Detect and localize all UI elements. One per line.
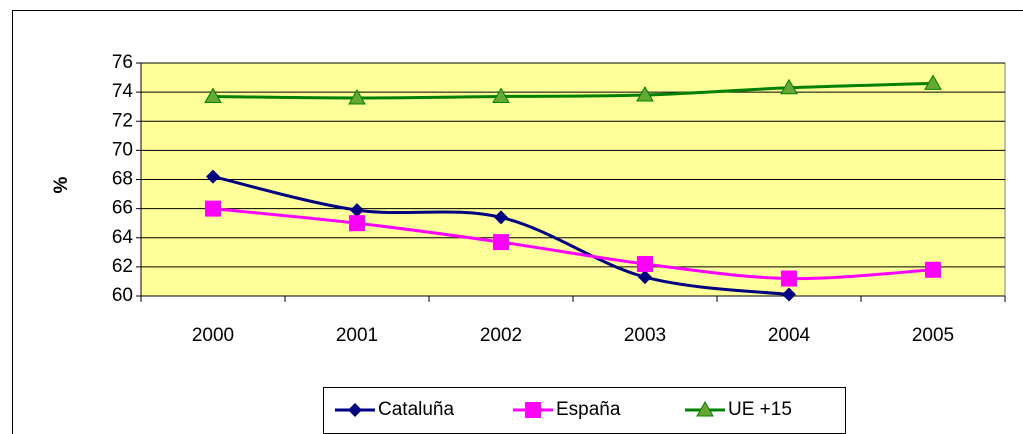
y-tick-label: 68 — [112, 169, 133, 190]
legend-label: España — [556, 399, 621, 420]
legend-label: Cataluña — [378, 399, 454, 420]
y-tick-label: 64 — [112, 227, 134, 248]
x-tick-label: 2001 — [336, 325, 378, 346]
legend-box — [323, 387, 846, 434]
y-axis-label: % — [51, 176, 72, 193]
marker — [205, 200, 221, 217]
series-line — [212, 207, 934, 281]
marker — [204, 87, 222, 103]
series-line — [212, 81, 934, 100]
y-tick-label: 76 — [112, 52, 133, 73]
y-tick-label: 60 — [112, 285, 133, 306]
marker — [206, 169, 220, 184]
marker — [780, 78, 798, 95]
marker — [525, 402, 541, 418]
marker — [349, 215, 365, 232]
marker — [636, 86, 654, 102]
marker — [925, 261, 941, 278]
marker — [781, 270, 797, 287]
marker — [350, 203, 364, 218]
marker — [494, 210, 508, 225]
marker — [924, 74, 942, 90]
x-tick-label: 2004 — [768, 325, 811, 346]
y-tick-label: 66 — [112, 198, 133, 219]
marker — [782, 287, 796, 302]
legend-label: UE +15 — [728, 399, 792, 420]
marker — [493, 234, 509, 251]
x-tick-label: 2000 — [192, 325, 234, 346]
x-tick-label: 2002 — [480, 325, 522, 346]
y-tick-label: 70 — [112, 139, 133, 160]
marker — [492, 87, 510, 103]
x-tick-label: 2005 — [912, 325, 954, 346]
marker — [348, 88, 366, 105]
y-tick-label: 74 — [112, 81, 134, 102]
y-tick-label: 72 — [112, 110, 133, 131]
marker — [637, 255, 653, 272]
y-tick-label: 62 — [112, 256, 133, 277]
marker — [696, 400, 714, 417]
x-tick-label: 2003 — [624, 325, 666, 346]
legend: Cataluña España UE +15 — [323, 387, 846, 434]
marker — [638, 270, 652, 285]
marker — [348, 403, 362, 417]
